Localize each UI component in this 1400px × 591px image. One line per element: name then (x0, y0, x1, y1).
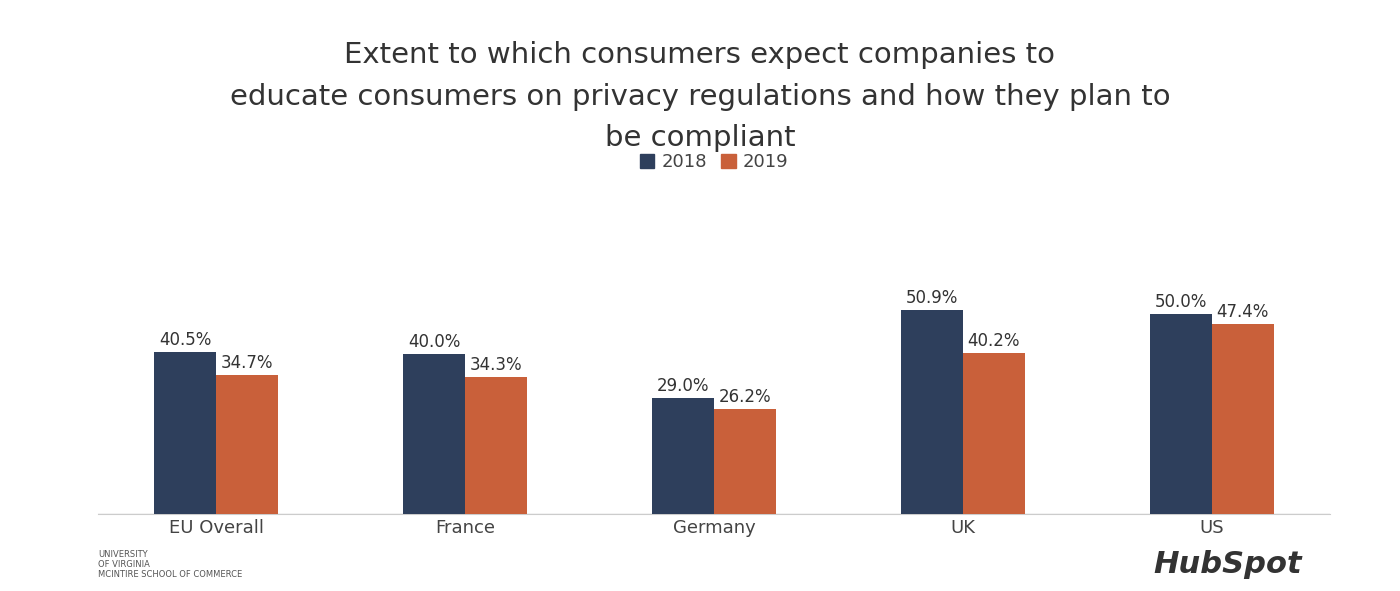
Text: 50.0%: 50.0% (1155, 293, 1207, 311)
Bar (216, 375, 279, 514)
Bar (900, 310, 963, 514)
Text: 26.2%: 26.2% (718, 388, 771, 406)
Text: HubSpot: HubSpot (1154, 550, 1302, 579)
Bar (1149, 314, 1212, 514)
Bar (714, 410, 776, 514)
Bar (963, 353, 1025, 514)
Bar (154, 352, 216, 514)
Legend: 2018, 2019: 2018, 2019 (633, 146, 795, 178)
Bar (403, 354, 465, 514)
Text: Extent to which consumers expect companies to
educate consumers on privacy regul: Extent to which consumers expect compani… (230, 41, 1170, 152)
Text: 40.5%: 40.5% (160, 331, 211, 349)
Text: 29.0%: 29.0% (657, 377, 710, 395)
Text: UNIVERSITY
OF VIRGINIA
MCINTIRE SCHOOL OF COMMERCE: UNIVERSITY OF VIRGINIA MCINTIRE SCHOOL O… (98, 550, 242, 579)
Text: 50.9%: 50.9% (906, 289, 958, 307)
Text: 47.4%: 47.4% (1217, 303, 1268, 321)
Bar (652, 398, 714, 514)
Bar (465, 377, 528, 514)
Text: 40.0%: 40.0% (407, 333, 461, 351)
Text: 34.3%: 34.3% (470, 356, 522, 374)
Text: 40.2%: 40.2% (967, 332, 1021, 350)
Text: 34.7%: 34.7% (221, 354, 273, 372)
Bar (1212, 324, 1274, 514)
